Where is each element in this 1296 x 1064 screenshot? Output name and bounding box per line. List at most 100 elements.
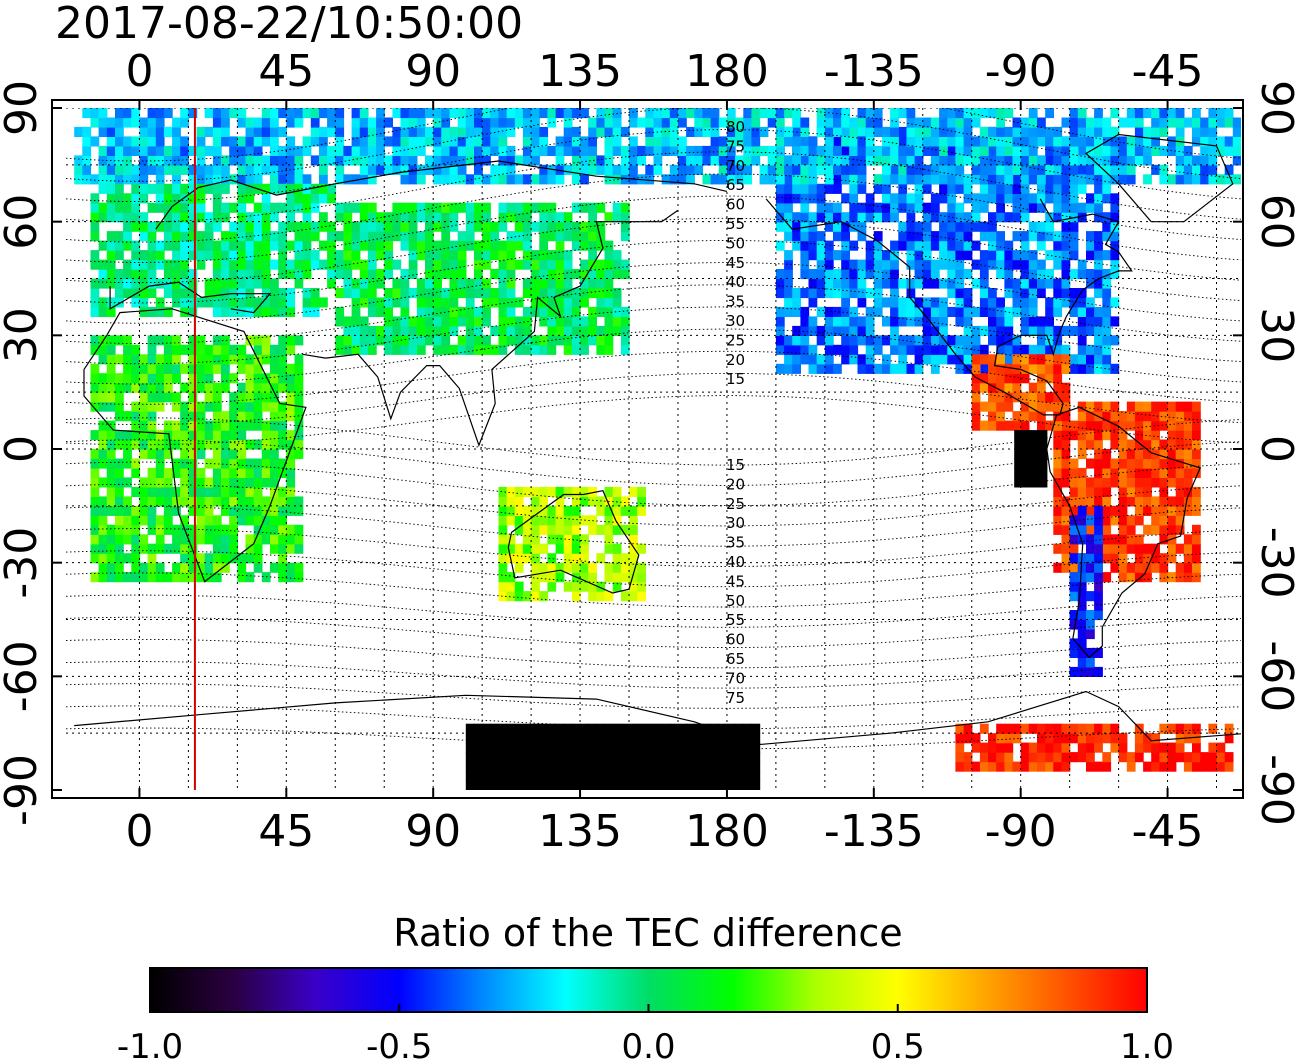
region-arctic	[74, 108, 1241, 185]
region-antarctic-red	[955, 723, 1234, 772]
region-asia	[335, 202, 630, 355]
y-tick-right-60: 60	[1251, 194, 1296, 250]
x-tick-top-45: 45	[258, 46, 314, 97]
y-tick-left--30: -30	[0, 527, 47, 599]
contour-12	[66, 350, 1241, 405]
region-chile-coast	[1069, 505, 1103, 677]
coast-arctic-coast	[155, 160, 728, 230]
obscuration-label-n40: 40	[726, 273, 745, 291]
x-tick-bottom-135: 135	[538, 806, 622, 857]
contour-19	[66, 505, 1241, 547]
obscuration-label-s35: 35	[726, 534, 745, 552]
obscuration-label-n70: 70	[726, 157, 745, 175]
region-africa	[90, 335, 304, 583]
coast-med	[109, 281, 272, 314]
contour-9	[66, 284, 1241, 344]
colorbar-tick-0.5: 0.5	[871, 1027, 925, 1064]
x-tick-bottom--90: -90	[985, 806, 1057, 857]
obscuration-labels-layer: 8075706560555045403530252015152025303540…	[726, 118, 745, 707]
x-tick-top--90: -90	[985, 46, 1057, 97]
x-tick-top-90: 90	[405, 46, 461, 97]
contour-8	[66, 262, 1241, 324]
obscuration-label-n35: 35	[726, 293, 745, 311]
contour-5	[66, 195, 1241, 263]
obscuration-label-n50: 50	[726, 234, 745, 252]
obscuration-label-n25: 25	[726, 331, 745, 349]
obscuration-label-n60: 60	[726, 196, 745, 214]
contour-1	[66, 108, 1241, 182]
contour-17	[66, 461, 1241, 507]
region-australia	[498, 486, 646, 602]
obscuration-label-n30: 30	[726, 312, 745, 330]
region-west-eclipse-core	[1014, 430, 1048, 488]
colorbar-tick-1.0: 1.0	[1120, 1027, 1174, 1064]
contour-25	[66, 638, 1241, 669]
contour-21	[66, 550, 1241, 588]
x-tick-top-180: 180	[685, 46, 769, 97]
y-tick-left-30: 30	[0, 307, 47, 363]
obscuration-label-n80: 80	[726, 118, 745, 136]
contour-4	[66, 173, 1241, 243]
obscuration-label-n55: 55	[726, 215, 745, 233]
obscuration-label-s30: 30	[726, 514, 745, 532]
obscuration-label-s65: 65	[726, 650, 745, 668]
graticule-layer	[66, 108, 1241, 790]
y-tick-right--60: -60	[1251, 640, 1296, 712]
contour-7	[66, 240, 1241, 304]
obscuration-label-n65: 65	[726, 176, 745, 194]
y-tick-right--90: -90	[1251, 754, 1296, 826]
y-tick-right--30: -30	[1251, 527, 1296, 599]
obscuration-label-s20: 20	[726, 475, 745, 493]
x-ticks-top: 0 45 90 135 180 -135 -90 -45	[125, 46, 1203, 97]
x-tick-bottom-180: 180	[685, 806, 769, 857]
colorbar-tick--0.5: -0.5	[366, 1027, 432, 1064]
obscuration-label-n75: 75	[726, 137, 745, 155]
contour-3	[66, 151, 1241, 223]
y-ticks-right: 90 60 30 0 -30 -60 -90	[1251, 80, 1296, 826]
y-tick-left--90: -90	[0, 754, 47, 826]
contour-18	[66, 483, 1241, 527]
obscuration-label-s15: 15	[726, 456, 745, 474]
y-ticks-left: 90 60 30 0 -30 -60 -90	[0, 80, 47, 826]
frame-ticks	[52, 100, 1243, 798]
colorbar-title: Ratio of the TEC difference	[393, 911, 902, 955]
contour-10	[66, 306, 1241, 365]
x-ticks-bottom: 0 45 90 135 180 -135 -90 -45	[125, 806, 1203, 857]
x-tick-bottom-0: 0	[125, 806, 153, 857]
y-tick-left-60: 60	[0, 194, 47, 250]
x-tick-bottom--135: -135	[824, 806, 924, 857]
contour-20	[66, 528, 1241, 567]
contour-22	[66, 572, 1241, 608]
colorbar-tick-0.0: 0.0	[621, 1027, 675, 1064]
colorbar-tick--1.0: -1.0	[117, 1027, 183, 1064]
x-tick-top--135: -135	[824, 46, 924, 97]
contour-11	[66, 328, 1241, 385]
contour-23	[66, 594, 1241, 628]
coast-greenland	[1084, 133, 1234, 223]
timestamp-title: 2017-08-22/10:50:00	[55, 0, 523, 49]
obscuration-contours-layer	[66, 108, 1241, 750]
colorbar-ticks: -1.0 -0.5 0.0 0.5 1.0	[117, 1004, 1174, 1064]
obscuration-label-s55: 55	[726, 611, 745, 629]
contour-27	[66, 683, 1241, 709]
x-tick-bottom-45: 45	[258, 806, 314, 857]
obscuration-label-s50: 50	[726, 592, 745, 610]
obscuration-label-s25: 25	[726, 495, 745, 513]
obscuration-label-n45: 45	[726, 254, 745, 272]
region-antarctic-dark	[465, 723, 761, 790]
y-tick-left-0: 0	[0, 435, 47, 463]
y-tick-right-0: 0	[1251, 435, 1296, 463]
obscuration-label-s45: 45	[726, 572, 745, 590]
x-tick-bottom-90: 90	[405, 806, 461, 857]
obscuration-label-s40: 40	[726, 553, 745, 571]
contour-26	[66, 661, 1241, 689]
y-tick-left--60: -60	[0, 640, 47, 712]
contour-28	[66, 705, 1241, 730]
obscuration-label-n20: 20	[726, 351, 745, 369]
x-tick-top--45: -45	[1132, 46, 1204, 97]
coast-north-america	[765, 198, 1133, 416]
contour-24	[66, 616, 1241, 648]
obscuration-label-n15: 15	[726, 370, 745, 388]
region-europe	[90, 183, 336, 317]
